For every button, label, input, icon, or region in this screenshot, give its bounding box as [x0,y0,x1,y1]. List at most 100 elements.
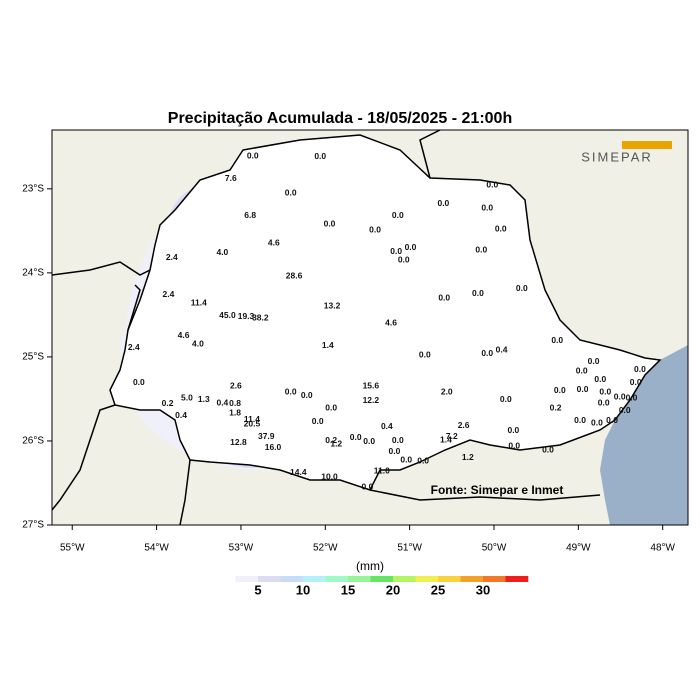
station-value: 2.0 [441,386,453,396]
station-value: 0.0 [133,377,145,387]
source: Fonte: Simepar e Inmet [431,483,564,497]
station-value: 0.0 [472,288,484,298]
station-value: 0.0 [599,386,611,396]
station-value: 0.2 [162,398,174,408]
y-tick-label: 24°S [22,268,44,279]
station-value: 0.0 [588,356,600,366]
station-value: 0.0 [634,364,646,374]
station-value: 0.0 [392,210,404,220]
legend-swatch [505,576,529,582]
y-tick-label: 27°S [22,520,44,531]
legend-swatch [235,576,259,582]
station-value: 0.0 [285,187,297,197]
station-value: 0.0 [301,390,313,400]
legend-tick-label: 20 [386,582,400,597]
station-value: 0.0 [389,446,401,456]
station-value: 0.0 [324,218,336,228]
legend-swatch [325,576,349,582]
plot-frame [51,129,689,526]
legend-swatch [415,576,439,582]
legend-swatch [280,576,304,582]
station-value: 13.2 [324,301,341,311]
axes: 55°W 54°W 53°W 52°W 51°W 50°W 49°W 48°W 23°S 24°S… [22,183,675,553]
station-value: 2.6 [458,420,470,430]
station-value: 0.0 [591,418,603,428]
legend-tick-label: 25 [431,582,445,597]
y-tick-label: 26°S [22,436,44,447]
station-value: 14.4 [290,467,307,477]
station-value: 0.2 [325,435,337,445]
legend-unit: (mm) [356,559,384,573]
station-value: 4.6 [268,238,280,248]
x-tick-label: 51°W [397,543,422,554]
station-value: 0.0 [554,385,566,395]
station-value: 0.0 [576,365,588,375]
legend-swatch [393,576,416,582]
station-value: 0.0 [438,292,450,302]
station-value: 0.0 [508,440,520,450]
station-value: 28.6 [286,270,303,280]
station-value: 0.4 [496,344,508,354]
station-value: 0.0 [486,180,498,190]
station-value: 7.2 [446,431,458,441]
station-value: 1.8 [229,407,241,417]
station-value: 0.4 [216,397,228,407]
station-value: 0.0 [574,415,586,425]
station-value: 2.6 [230,381,242,391]
y-tick-label: 23°S [22,183,44,194]
legend-swatch [348,576,371,582]
logo-mark [622,141,672,149]
station-value: 2.4 [162,289,174,299]
station-value: 7.6 [225,173,237,183]
legend-tick-label: 30 [476,582,490,597]
sea [600,345,688,525]
station-value: 4.6 [178,330,190,340]
station-value: 12.8 [230,437,247,447]
legend-tick-label: 5 [254,582,261,597]
station-value: 0.0 [400,455,412,465]
station-value: 2.4 [128,342,140,352]
station-value: 0.8 [229,398,241,408]
station-value: 0.2 [550,402,562,412]
station-value: 0.0 [362,481,374,491]
station-value: 45.0 [219,310,236,320]
station-value: 11.4 [244,414,260,424]
legend-swatch [460,576,484,582]
station-value: 0.0 [417,455,429,465]
station-value: 1.4 [440,434,452,444]
legend: 5 10 15 20 25 30 [213,576,529,597]
station-value: 0.0 [507,425,519,435]
station-value: 37.9 [258,431,275,441]
station-value: 0.0 [619,405,631,415]
station-value: 1.2 [462,452,474,462]
legend-swatch [483,576,506,582]
station-value: 0.0 [481,202,493,212]
station-value: 0.0 [475,244,487,254]
station-value: 0.0 [350,432,362,442]
station-value: 12.2 [363,395,380,405]
station-value: 4.6 [385,318,397,328]
legend-swatch [258,576,281,582]
legend-swatch [438,576,461,582]
legend-swatch [303,576,326,582]
station-value: 0.0 [437,198,449,208]
station-value: 0.0 [551,335,563,345]
station-value: 20.5 [244,418,261,428]
legend-swatch [213,576,236,582]
station-value: 0.0 [419,349,431,359]
station-value: 16.0 [265,442,282,452]
station-value: 1.2 [330,439,342,449]
station-value: 0.0 [392,435,404,445]
x-tick-label: 55°W [60,543,85,554]
station-value: 1.4 [322,340,334,350]
station-value: 0.0 [312,416,324,426]
station-value: 2.4 [166,252,178,262]
station-value: 0.0 [390,246,402,256]
station-value: 4.0 [216,247,228,257]
station-value: 0.0 [542,444,554,454]
station-value: 6.8 [244,210,256,220]
station-value: 0.0 [369,224,381,234]
station-value: 0.0 [614,392,626,402]
station-value: 4.0 [192,339,204,349]
